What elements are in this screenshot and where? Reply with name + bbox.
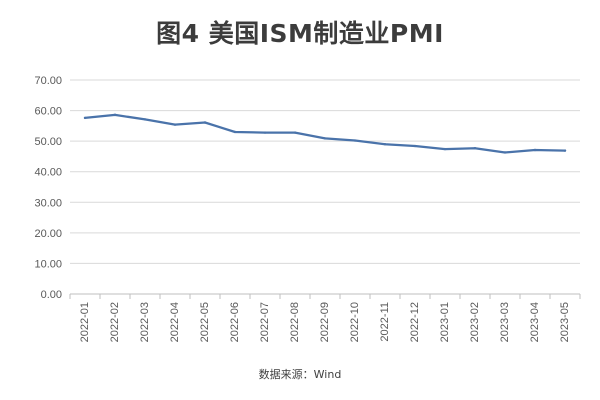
y-tick-label: 40.00 <box>34 167 62 179</box>
series-line <box>83 113 567 154</box>
data-point <box>413 144 417 148</box>
data-point <box>473 146 477 150</box>
y-tick-label: 30.00 <box>34 197 62 209</box>
y-tick-label: 20.00 <box>34 228 62 240</box>
data-point <box>173 123 177 126</box>
series-layer <box>83 113 567 154</box>
chart-title: 图4 美国ISM制造业PMI <box>156 19 444 48</box>
gridlines <box>70 79 580 295</box>
x-tick-label: 2022-06 <box>229 302 241 342</box>
y-tick-label: 60.00 <box>34 106 62 118</box>
x-tick-label: 2022-03 <box>139 302 151 342</box>
data-point <box>293 131 297 134</box>
data-point <box>113 113 117 117</box>
x-tick-label: 2022-12 <box>409 302 421 342</box>
x-tick-label: 2023-02 <box>469 302 481 342</box>
x-tick-label: 2022-05 <box>199 302 211 342</box>
data-point <box>383 143 387 146</box>
x-tick-label: 2023-04 <box>529 302 541 342</box>
x-tick-label: 2022-11 <box>379 302 391 342</box>
data-point <box>503 151 507 154</box>
data-point <box>443 147 447 151</box>
data-point <box>143 118 147 121</box>
data-point <box>233 130 237 134</box>
source-note: 数据来源：Wind <box>258 368 342 381</box>
data-point <box>353 139 357 142</box>
data-point <box>533 148 537 152</box>
x-tick-label: 2022-04 <box>169 302 181 342</box>
y-tick-label: 70.00 <box>34 75 62 87</box>
y-tick-label: 10.00 <box>34 258 62 270</box>
y-tick-label: 50.00 <box>34 136 62 148</box>
y-axis-ticks: 0.00 10.00 20.00 30.00 40.00 50.00 60.00 70.00 <box>34 75 62 301</box>
data-point <box>203 121 207 124</box>
data-point <box>563 149 567 152</box>
x-tick-label: 2023-03 <box>499 302 511 342</box>
data-point <box>323 137 327 140</box>
data-point <box>83 116 87 120</box>
x-tick-label: 2023-01 <box>439 302 451 342</box>
y-tick-label: 0.00 <box>41 289 62 301</box>
x-tick-label: 2022-09 <box>319 302 331 342</box>
x-tick-label: 2022-01 <box>79 302 91 342</box>
x-tick-label: 2022-08 <box>289 302 301 342</box>
x-tick-label: 2022-10 <box>349 302 361 342</box>
x-tick-label: 2022-02 <box>109 302 121 342</box>
x-axis-ticks: 2022-01 2022-02 2022-03 2022-04 2022-05 2022-… <box>69 294 581 342</box>
x-tick-label: 2023-05 <box>559 302 571 342</box>
x-tick-label: 2022-07 <box>259 302 271 342</box>
data-point <box>263 131 267 134</box>
